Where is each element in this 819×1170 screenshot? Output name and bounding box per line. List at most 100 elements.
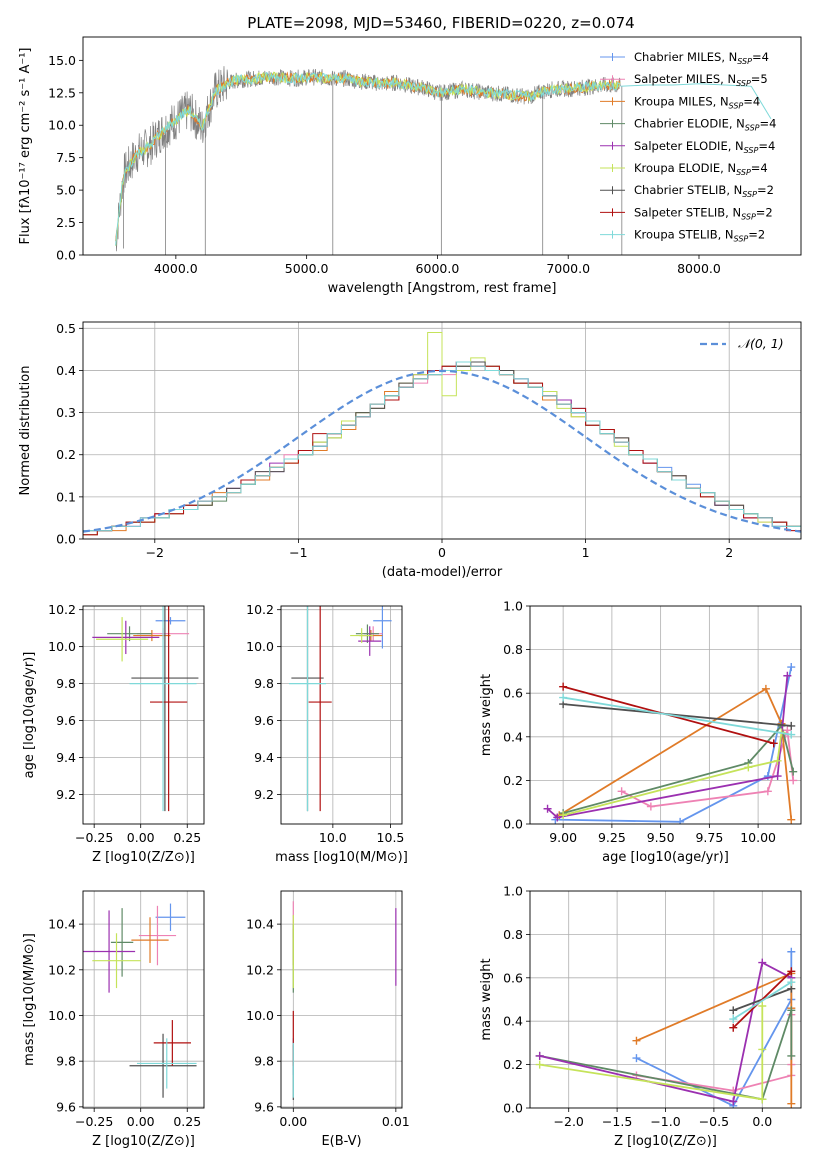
weight-point-kroupa-miles xyxy=(632,1036,641,1045)
x-tick-label: −0.25 xyxy=(75,830,113,845)
weight-point-salpeter-elodie xyxy=(758,958,767,967)
plot-area xyxy=(83,606,204,824)
axes-frame xyxy=(280,890,403,1109)
legend-label-chabrier-miles: Chabrier MILES, NSSP=4 xyxy=(634,50,769,66)
weight-line-chabrier-stelib xyxy=(563,703,792,727)
axes-mass-vs-ebv: 0.00 0.01 9.6 9.8 10.0 10.2 10.4 E(B-V) xyxy=(246,890,410,1149)
x-tick-label: 10.5 xyxy=(377,830,405,845)
plot-area xyxy=(530,891,801,1108)
y-tick-label: 9.6 xyxy=(56,1099,76,1114)
spectrum-model-line-kroupa-stelib xyxy=(115,71,621,246)
y-tick-label: 9.8 xyxy=(56,1054,76,1069)
x-axis-label: Z [log10(Z/Z⊙)] xyxy=(92,850,195,865)
y-tick-label: 10.2 xyxy=(48,602,76,617)
x-axis-label: mass [log10(M/M⊙)] xyxy=(275,850,408,865)
weight-point-chabrier-miles xyxy=(632,1054,641,1063)
axes-frame xyxy=(82,321,802,540)
y-tick-label: 0.2 xyxy=(503,1057,523,1072)
weight-point-salpeter-stelib xyxy=(559,682,568,691)
x-tick-label: 8000.0 xyxy=(677,261,721,276)
weight-point-kroupa-elodie xyxy=(744,763,753,772)
axes-spectrum: 4000.0 5000.0 6000.0 7000.0 8000.0 0.0 2.5 5.0 7… xyxy=(18,36,802,296)
weight-point-salpeter-elodie xyxy=(783,671,792,680)
y-tick-label: 0.4 xyxy=(56,363,76,378)
weight-point-kroupa-elodie xyxy=(535,1060,544,1069)
x-tick-label: 0.25 xyxy=(173,830,201,845)
y-tick-label: 0.0 xyxy=(56,532,76,547)
legend-label-salpeter-miles: Salpeter MILES, NSSP=5 xyxy=(634,72,768,88)
weight-point-chabrier-elodie xyxy=(787,1006,796,1015)
weight-line-kroupa-stelib xyxy=(732,981,792,1020)
y-axis-label: mass [log10(M/M⊙)] xyxy=(22,933,37,1066)
y-tick-label: 0.4 xyxy=(503,729,523,744)
x-tick-label: 9.00 xyxy=(549,830,577,845)
x-tick-label: 0.01 xyxy=(382,1114,410,1129)
weight-point-salpeter-elodie xyxy=(729,1097,738,1106)
plot-area xyxy=(281,891,402,1108)
weight-point-salpeter-stelib xyxy=(769,739,778,748)
weight-point-salpeter-miles xyxy=(783,726,792,735)
x-tick-label: 0.00 xyxy=(127,830,155,845)
weight-point-salpeter-miles xyxy=(789,776,798,785)
axes-mass-weight-vs-Z: −2.0 −1.5 −1.0 −0.5 0.0 0.0 0.2 0.4 0.6 0.8 1.0 Z [… xyxy=(479,884,802,1149)
y-axis-label: Normed distribution xyxy=(18,366,33,496)
axes-age-vs-Z: −0.25 0.00 0.25 9.2 9.4 9.6 9.8 10.0 10.2 Z [log1… xyxy=(22,602,205,865)
x-tick-label: 10.00 xyxy=(740,830,776,845)
y-tick-label: 10.0 xyxy=(246,1008,274,1023)
x-axis-label: Z [log10(Z/Z⊙)] xyxy=(614,1134,717,1149)
x-tick-label: 9.50 xyxy=(647,830,675,845)
x-axis-label: E(B-V) xyxy=(321,1134,361,1149)
y-tick-label: 9.2 xyxy=(254,787,274,802)
y-tick-label: 10.0 xyxy=(48,1008,76,1023)
y-axis-label: mass weight xyxy=(479,674,494,756)
weight-point-salpeter-stelib xyxy=(787,967,796,976)
weight-point-kroupa-elodie xyxy=(758,1095,767,1104)
weight-point-chabrier-elodie xyxy=(789,767,798,776)
axes-frame xyxy=(82,890,205,1109)
weight-line-salpeter-stelib xyxy=(732,970,792,1029)
axes-frame xyxy=(529,605,802,825)
x-tick-label: −0.25 xyxy=(75,1114,113,1129)
spectrum-title: PLATE=2098, MJD=53460, FIBERID=0220, z=0… xyxy=(247,14,634,32)
y-tick-label: 10.4 xyxy=(246,917,274,932)
x-tick-label: 0.00 xyxy=(279,1114,307,1129)
x-tick-label: −2.0 xyxy=(554,1114,584,1129)
y-tick-label: 0.5 xyxy=(56,321,76,336)
y-tick-label: 0.8 xyxy=(503,642,523,657)
axes-frame xyxy=(82,605,205,825)
y-tick-label: 9.6 xyxy=(254,713,274,728)
legend-label-kroupa-stelib: Kroupa STELIB, NSSP=2 xyxy=(634,228,765,244)
x-tick-label: 2 xyxy=(725,545,733,560)
x-tick-label: 9.25 xyxy=(598,830,626,845)
y-tick-label: 0.2 xyxy=(56,447,76,462)
weight-point-chabrier-elodie xyxy=(787,1051,796,1060)
y-tick-label: 0.6 xyxy=(503,970,523,985)
y-tick-label: 10.2 xyxy=(48,962,76,977)
y-tick-label: 9.6 xyxy=(56,713,76,728)
axes-frame xyxy=(280,605,403,825)
y-axis-label: mass weight xyxy=(479,958,494,1040)
legend-label-salpeter-stelib: Salpeter STELIB, NSSP=2 xyxy=(634,205,773,221)
weight-point-kroupa-miles xyxy=(787,1099,796,1108)
y-tick-label: 0.4 xyxy=(503,1014,523,1029)
y-tick-label: 9.4 xyxy=(56,750,76,765)
x-axis-label: (data-model)/error xyxy=(382,565,503,580)
weight-point-salpeter-elodie xyxy=(773,772,782,781)
legend-label-chabrier-elodie: Chabrier ELODIE, NSSP=4 xyxy=(634,117,776,133)
x-tick-label: 7000.0 xyxy=(546,261,590,276)
plot-area xyxy=(83,891,204,1108)
legend-label-normal: 𝒩(0, 1) xyxy=(738,336,784,351)
y-tick-label: 10.0 xyxy=(48,118,76,133)
legend-label-kroupa-elodie: Kroupa ELODIE, NSSP=4 xyxy=(634,161,768,177)
y-tick-label: 5.0 xyxy=(56,183,76,198)
plot-area xyxy=(83,322,801,539)
y-tick-label: 12.5 xyxy=(48,85,76,100)
x-tick-label: 5000.0 xyxy=(285,261,329,276)
weight-point-salpeter-elodie xyxy=(543,804,552,813)
y-tick-label: 9.4 xyxy=(254,750,274,765)
weight-point-salpeter-miles xyxy=(617,787,626,796)
axes-frame xyxy=(82,36,802,256)
y-tick-label: 10.0 xyxy=(246,639,274,654)
